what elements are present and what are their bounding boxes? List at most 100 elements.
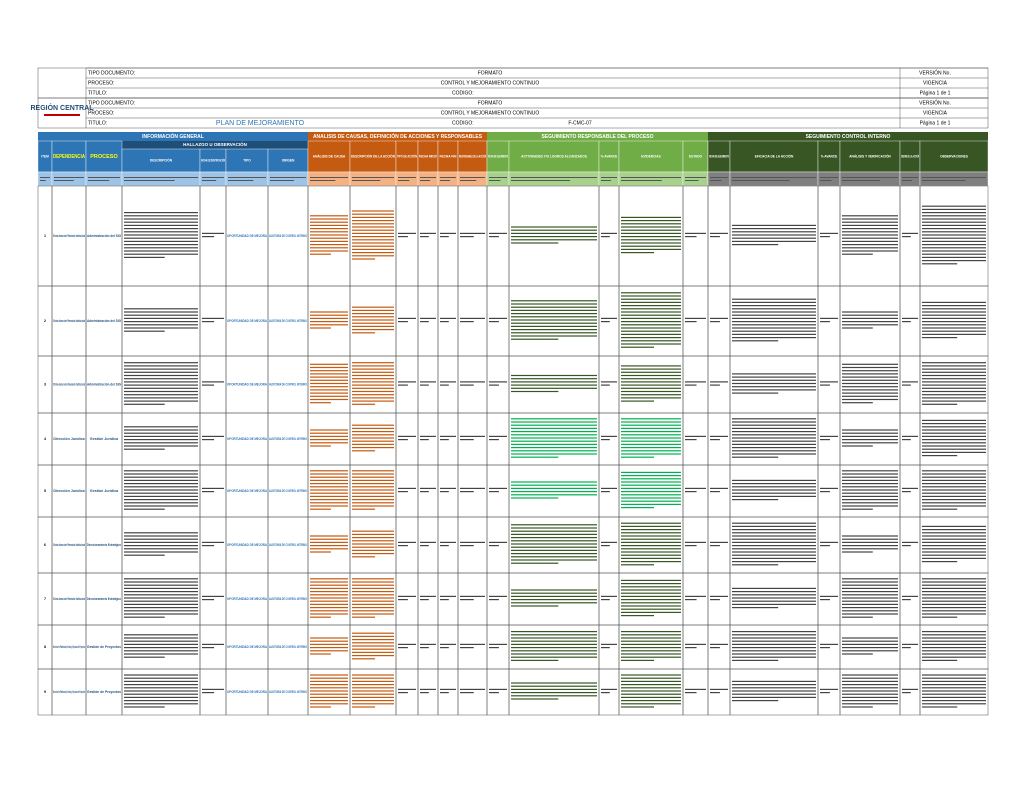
cell-text: Oficina Asesora de Planeación Institucio… (53, 319, 85, 323)
cell-text: AUDITORIA DE CONTROL INTERNO (269, 489, 307, 493)
cell-text-line (621, 252, 654, 254)
cell-text-line (601, 381, 617, 383)
cell-text-line (922, 448, 986, 450)
cell-text-line (511, 487, 597, 489)
column-header (729, 140, 819, 173)
cell-text-line (124, 218, 198, 220)
cell-text-line (352, 483, 394, 485)
cell-text-line (124, 368, 198, 370)
cell-text-line (511, 309, 597, 311)
cell-text-line (310, 541, 348, 543)
cell-text-line (842, 578, 898, 580)
subheader-text (352, 180, 381, 181)
subheader-text (440, 180, 450, 181)
cell-text-line (352, 319, 394, 321)
cell-text-line (922, 381, 986, 383)
cell-text-line (922, 205, 986, 207)
cell-text-line (511, 421, 597, 423)
column-title: FECHA INICIO (419, 154, 437, 158)
cell-text-line (310, 228, 348, 230)
cell-text-line (842, 432, 898, 434)
cell-text-line (922, 656, 986, 658)
cell-text-line (440, 599, 449, 601)
cell-text-line (621, 400, 654, 402)
cell-text-line (685, 317, 706, 319)
cell-text-line (511, 540, 597, 542)
cell-text-line (922, 244, 986, 246)
column-subheader (486, 171, 510, 187)
cell-text-line (621, 248, 681, 250)
cell-text-line (842, 402, 873, 404)
cell-text-line (489, 381, 507, 383)
cell-text-line (310, 600, 348, 602)
cell-text-line (732, 637, 816, 639)
cell-text-line (732, 557, 816, 559)
cell-text-line (124, 371, 198, 373)
cell (729, 668, 819, 716)
subheader-text (228, 177, 266, 178)
cell-text-line (352, 400, 394, 402)
cell-text-line (685, 545, 697, 547)
cell-text-line (732, 340, 779, 342)
column-title: ANÁLISIS DE CAUSA (313, 153, 346, 158)
cell-text-line (922, 442, 986, 444)
cell-text-line (621, 447, 681, 449)
cell-text-line (202, 381, 224, 383)
header-label: TIPO DOCUMENTO: (88, 70, 135, 76)
cell-text: Administración del SIG (87, 382, 121, 386)
cell-text-line (685, 541, 706, 543)
cell-text-line (511, 682, 597, 684)
cell-text-line (310, 677, 348, 679)
cell-text-line (902, 317, 918, 319)
cell-text: AUDITORIA DE CONTROL INTERNO (269, 234, 307, 238)
cell-text-line (732, 631, 816, 633)
cell-text-line (732, 317, 816, 319)
cell-text-line (922, 489, 986, 491)
cell-text-line (922, 250, 986, 252)
subheader-text (922, 180, 966, 181)
cell-text-line (922, 308, 986, 310)
cell-text-line (922, 483, 986, 485)
cell-text-line (310, 363, 348, 365)
cell (349, 624, 397, 670)
column-title: TIPO (243, 158, 251, 162)
cell-text-line (621, 507, 654, 509)
cell-text-line (124, 650, 198, 652)
cell-text-line (202, 439, 215, 441)
cell-text-line (922, 374, 986, 377)
cell-text-line (352, 362, 394, 364)
cell-text-line (202, 692, 215, 694)
cell-text-line (842, 253, 873, 255)
cell-text-line (621, 242, 681, 244)
cell-text-line (732, 551, 816, 553)
cell-text-line (922, 429, 986, 431)
cell-text-line (621, 387, 681, 389)
cell-text-line (124, 703, 198, 705)
cell-text-line (352, 616, 376, 618)
cell-text-line (732, 440, 816, 442)
cell-text-line (621, 659, 654, 661)
subheader-text (902, 180, 912, 181)
cell-text-line (732, 522, 816, 524)
subheader-text (124, 177, 198, 178)
cell-text-line (922, 587, 986, 589)
cell-text-line (732, 564, 779, 566)
cell-text-line (710, 599, 720, 601)
cell-text-line (922, 362, 986, 364)
cell-text-line (621, 647, 681, 649)
cell-text-line (352, 450, 376, 452)
column-header (349, 140, 397, 173)
cell-text-line (601, 232, 617, 234)
cell-text-line (842, 706, 873, 708)
cell-text-line (922, 643, 986, 645)
cell-text-line (710, 236, 720, 238)
cell-text-line (842, 643, 898, 645)
cell-text-line (310, 382, 348, 385)
cell-text-line (902, 384, 911, 386)
cell-text-line (922, 538, 986, 540)
cell-text-line (710, 317, 728, 319)
cell-text-line (310, 607, 348, 609)
cell-text-line (842, 231, 898, 233)
cell-text-line (310, 545, 348, 547)
cell-text-line (420, 321, 429, 323)
